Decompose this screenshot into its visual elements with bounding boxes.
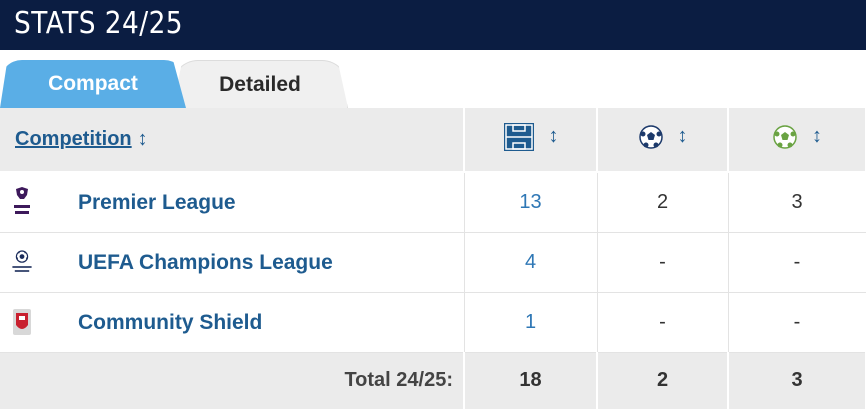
goals-cell: - [597, 292, 729, 353]
competition-link[interactable]: UEFA Champions League [78, 250, 333, 274]
goals-value: 2 [656, 191, 669, 213]
assists-header[interactable]: ↕ [728, 108, 866, 173]
assists-value: - [793, 311, 801, 333]
tab-detailed-label: Detailed [219, 72, 301, 96]
table-header-row: Competition ↕ ↕ [0, 108, 866, 173]
total-label: Total 24/25: [0, 352, 465, 409]
appearances-pitch-icon [503, 122, 534, 151]
tab-compact[interactable]: Compact [0, 60, 186, 108]
stats-title-bar: STATS 24/25 [0, 0, 866, 50]
community-shield-logo [10, 304, 34, 342]
sort-arrows-icon[interactable]: ↕ [137, 128, 148, 151]
competition-header[interactable]: Competition ↕ [0, 108, 465, 173]
table-row: UEFA Champions League 4 - - [0, 232, 866, 293]
view-tabs: Detailed Compact [0, 50, 866, 108]
sort-arrows-icon[interactable]: ↕ [677, 125, 688, 147]
total-assists: 3 [728, 352, 866, 409]
appearances-cell[interactable]: 13 [464, 172, 598, 233]
appearances-cell[interactable]: 1 [464, 292, 598, 353]
competition-link[interactable]: Premier League [78, 190, 236, 214]
table-row: Premier League 13 2 3 [0, 172, 866, 233]
goals-value: - [659, 251, 666, 273]
assists-cell: - [728, 292, 866, 353]
assists-value: - [793, 251, 801, 273]
appearances-header[interactable]: ↕ [464, 108, 598, 173]
assists-value: 3 [791, 191, 803, 213]
goals-ball-icon [638, 124, 663, 149]
appearances-value[interactable]: 1 [524, 311, 537, 333]
table-row: Community Shield 1 - - [0, 292, 866, 353]
champions-league-logo [10, 244, 34, 282]
total-goals: 2 [597, 352, 729, 409]
goals-value: - [659, 311, 666, 333]
assists-cell: - [728, 232, 866, 293]
appearances-value[interactable]: 13 [519, 191, 542, 213]
total-row: Total 24/25: 18 2 3 [0, 352, 866, 409]
tab-compact-label: Compact [48, 72, 138, 95]
competition-sort-link[interactable]: Competition [15, 127, 132, 150]
total-appearances: 18 [464, 352, 598, 409]
goals-cell: 2 [597, 172, 729, 233]
sort-arrows-icon[interactable]: ↕ [548, 125, 559, 147]
sort-arrows-icon[interactable]: ↕ [812, 125, 822, 147]
assists-cell: 3 [728, 172, 866, 233]
competition-link[interactable]: Community Shield [78, 310, 263, 334]
stats-table: Competition ↕ ↕ [0, 108, 866, 409]
assists-ball-icon [773, 124, 797, 149]
appearances-cell[interactable]: 4 [464, 232, 598, 293]
competition-cell: UEFA Champions League [0, 232, 465, 293]
page-title: STATS 24/25 [14, 6, 184, 41]
goals-header[interactable]: ↕ [597, 108, 729, 173]
premier-league-logo [10, 184, 34, 222]
competition-cell: Premier League [0, 172, 465, 233]
tab-detailed[interactable]: Detailed [172, 60, 348, 108]
goals-cell: - [597, 232, 729, 293]
appearances-value[interactable]: 4 [524, 251, 537, 273]
competition-cell: Community Shield [0, 292, 465, 353]
